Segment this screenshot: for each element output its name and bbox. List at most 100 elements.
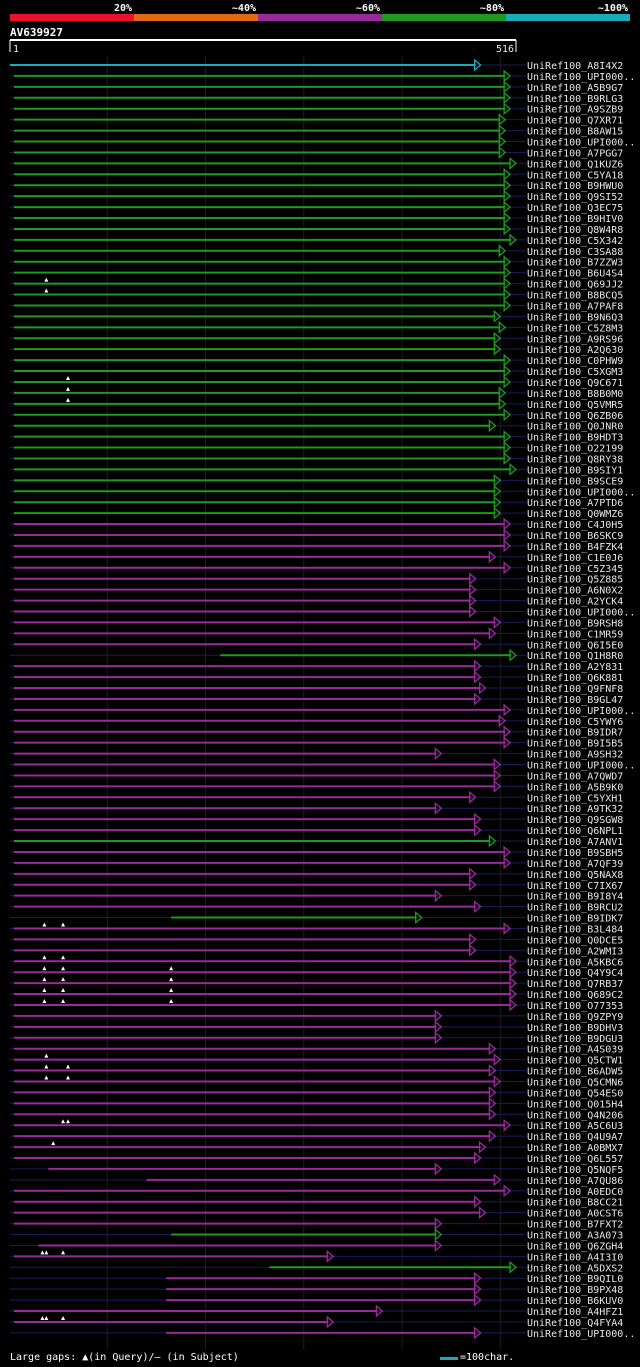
hit-label[interactable]: UniRef100_B9DGU3 [527,1034,623,1045]
hit-row[interactable]: UniRef100_Q6ZB06 [10,408,623,422]
hit-label[interactable]: UniRef100_B9I8Y4 [527,892,623,903]
hit-row[interactable]: UniRef100_A7PGG7 [10,146,623,159]
hit-label[interactable]: UniRef100_UPI000.. [527,706,635,717]
hit-row[interactable]: UniRef100_A9RS96 [10,331,623,345]
hit-label[interactable]: UniRef100_B8CC21 [527,1198,623,1209]
hit-label[interactable]: UniRef100_A7ANV1 [527,837,623,848]
hit-label[interactable]: UniRef100_B8AW15 [527,127,623,138]
hit-label[interactable]: UniRef100_C5XGM3 [527,367,623,378]
hit-row[interactable]: UniRef100_A4HFZ1 [10,1304,623,1318]
hit-row[interactable]: UniRef100_B6ADW5 [10,1064,623,1078]
hit-row[interactable]: UniRef100_Q1H8R0 [10,648,623,662]
hit-label[interactable]: UniRef100_Q4FYA4 [527,1318,623,1329]
hit-label[interactable]: UniRef100_Q7XR71 [527,116,623,127]
hit-label[interactable]: UniRef100_C7IX67 [527,881,623,892]
hit-row[interactable]: UniRef100_C1E0J6 [10,550,623,564]
hit-row[interactable]: UniRef100_B3L484 [10,922,623,935]
hit-row[interactable]: UniRef100_Q4Y9C4 [10,965,623,979]
hit-row[interactable]: UniRef100_B9SBH5 [10,845,623,859]
hit-label[interactable]: UniRef100_O22199 [527,444,623,455]
hit-row[interactable]: UniRef100_Q5VMR5 [10,397,623,411]
hit-label[interactable]: UniRef100_UPI000.. [527,487,635,498]
hit-label[interactable]: UniRef100_A7QF39 [527,859,623,870]
hit-row[interactable]: UniRef100_Q5CTW1 [10,1053,623,1067]
hit-label[interactable]: UniRef100_Q5NQF5 [527,1165,623,1176]
hit-label[interactable]: UniRef100_C1MR59 [527,629,623,640]
hit-label[interactable]: UniRef100_Q9FNF8 [527,684,623,695]
hit-row[interactable]: UniRef100_C7IX67 [10,878,623,892]
hit-row[interactable]: UniRef100_Q6L557 [10,1151,623,1165]
hit-row[interactable]: UniRef100_C3SA88 [10,244,623,258]
hit-label[interactable]: UniRef100_B4FZK4 [527,542,623,553]
hit-row[interactable]: UniRef100_Q69JJ2 [10,277,623,291]
hit-label[interactable]: UniRef100_O77353 [527,1001,623,1012]
hit-label[interactable]: UniRef100_Q015H4 [527,1099,623,1110]
hit-label[interactable]: UniRef100_Q54ES0 [527,1088,623,1099]
hit-label[interactable]: UniRef100_A0BMX7 [527,1143,623,1154]
hit-row[interactable]: UniRef100_UPI000.. [10,1326,635,1340]
hit-row[interactable]: UniRef100_A6N0X2 [10,583,623,597]
hit-row[interactable]: UniRef100_UPI000.. [10,605,635,619]
hit-row[interactable]: UniRef100_UPI000.. [10,703,635,717]
hit-row[interactable]: UniRef100_A7PTD6 [10,495,623,509]
hit-row[interactable]: UniRef100_Q0WMZ6 [10,506,623,520]
hit-label[interactable]: UniRef100_C1E0J6 [527,553,623,564]
hit-row[interactable]: UniRef100_B6KUV0 [10,1293,623,1307]
hit-label[interactable]: UniRef100_Q69JJ2 [527,280,623,291]
hit-label[interactable]: UniRef100_C3SA88 [527,247,623,258]
hit-label[interactable]: UniRef100_A0CST6 [527,1209,623,1220]
hit-label[interactable]: UniRef100_C4J0H5 [527,520,623,531]
hit-label[interactable]: UniRef100_Q5CTW1 [527,1056,623,1067]
hit-label[interactable]: UniRef100_A7PAF8 [527,301,623,312]
hit-label[interactable]: UniRef100_A2WMI3 [527,946,623,957]
hit-row[interactable]: UniRef100_A7ANV1 [10,834,623,848]
hit-label[interactable]: UniRef100_A9SZB9 [527,105,623,116]
hit-label[interactable]: UniRef100_Q6I5E0 [527,640,623,651]
hit-label[interactable]: UniRef100_Q9C671 [527,378,623,389]
hit-row[interactable]: UniRef100_A5B9G7 [10,80,623,94]
hit-label[interactable]: UniRef100_Q6L557 [527,1154,623,1165]
hit-label[interactable]: UniRef100_B6U4S4 [527,269,623,280]
hit-row[interactable]: UniRef100_UPI000.. [10,758,635,772]
hit-row[interactable]: UniRef100_C1MR59 [10,626,623,640]
hit-label[interactable]: UniRef100_B9DHV3 [527,1023,623,1034]
hit-label[interactable]: UniRef100_UPI000.. [527,608,635,619]
hit-label[interactable]: UniRef100_UPI000.. [527,761,635,772]
hit-label[interactable]: UniRef100_Q0DCE5 [527,935,623,946]
hit-label[interactable]: UniRef100_UPI000.. [527,72,635,83]
hit-row[interactable]: UniRef100_A5DXS2 [10,1260,623,1274]
hit-label[interactable]: UniRef100_A5B9G7 [527,83,623,94]
hit-label[interactable]: UniRef100_B7ZZW3 [527,258,623,269]
hit-row[interactable]: UniRef100_Q9C671 [10,375,623,389]
hit-label[interactable]: UniRef100_A4HFZ1 [527,1307,623,1318]
hit-label[interactable]: UniRef100_C5Z345 [527,564,623,575]
hit-label[interactable]: UniRef100_A8I4X2 [527,61,623,72]
hit-row[interactable]: UniRef100_B9QIL0 [10,1271,623,1285]
hit-label[interactable]: UniRef100_B7FXT2 [527,1220,623,1231]
hit-row[interactable]: UniRef100_Q4U9A7 [10,1129,623,1143]
hit-row[interactable]: UniRef100_C5YXH1 [10,790,623,804]
hit-row[interactable]: UniRef100_B7ZZW3 [10,255,623,269]
hit-row[interactable]: UniRef100_A9TK32 [10,801,623,815]
hit-label[interactable]: UniRef100_B9N6Q3 [527,312,623,323]
hit-row[interactable]: UniRef100_B6U4S4 [10,266,623,280]
hit-row[interactable]: UniRef100_Q8RY38 [10,452,623,465]
hit-row[interactable]: UniRef100_Q015H4 [10,1096,623,1110]
hit-label[interactable]: UniRef100_A3A073 [527,1231,623,1242]
hit-label[interactable]: UniRef100_A5C6U3 [527,1121,623,1132]
hit-label[interactable]: UniRef100_C5YA18 [527,170,623,181]
hit-label[interactable]: UniRef100_B9HIV0 [527,214,623,225]
hit-label[interactable]: UniRef100_Q9ZPY9 [527,1012,623,1023]
hit-row[interactable]: UniRef100_C5Z345 [10,561,623,575]
hit-row[interactable]: UniRef100_B9RSH8 [10,616,623,629]
hit-row[interactable]: UniRef100_A2WMI3 [10,943,623,957]
hit-label[interactable]: UniRef100_Q3EC75 [527,203,623,214]
hit-label[interactable]: UniRef100_A5DXS2 [527,1263,623,1274]
hit-row[interactable]: UniRef100_B9I5B5 [10,736,623,750]
hit-row[interactable]: UniRef100_Q0DCE5 [10,933,623,946]
hit-label[interactable]: UniRef100_A5B9K0 [527,782,623,793]
hit-label[interactable]: UniRef100_Q5VMR5 [527,400,623,411]
hit-row[interactable]: UniRef100_Q1KUZ6 [10,156,623,170]
hit-row[interactable]: UniRef100_A7QWD7 [10,769,623,782]
hit-label[interactable]: UniRef100_B8B0M0 [527,389,623,400]
